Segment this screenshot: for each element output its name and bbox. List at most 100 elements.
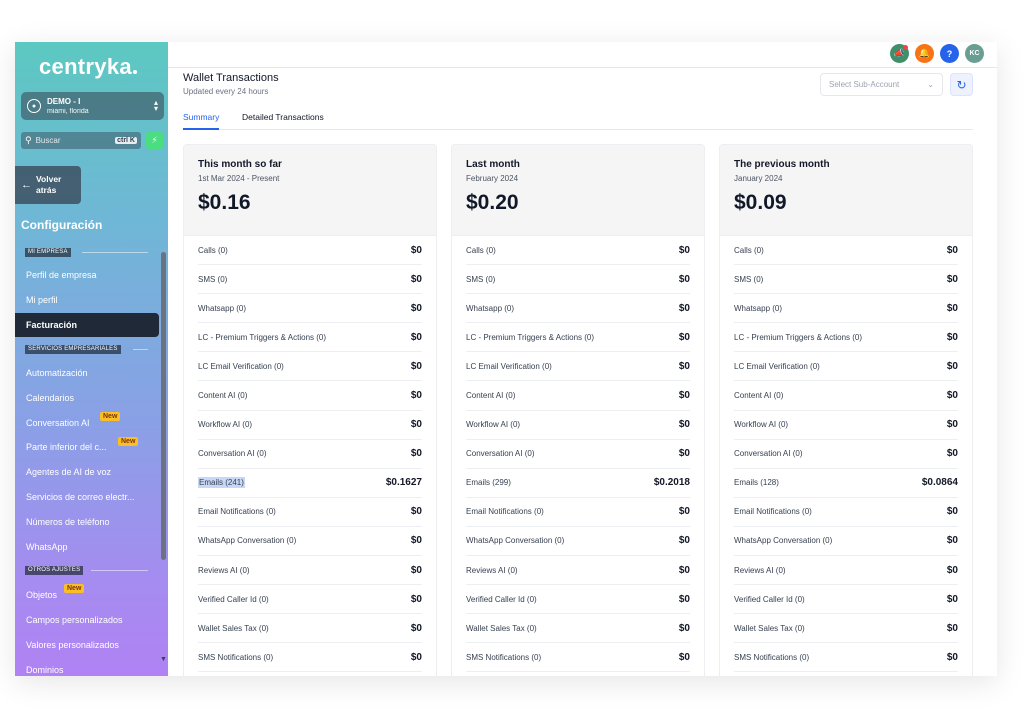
list-item: Calls (0) $0 — [734, 236, 958, 266]
list-item: Wallet Sales Tax (0) $0 — [466, 614, 690, 644]
quick-action-icon[interactable]: ⚡ — [146, 132, 163, 149]
tab-detailed-transactions[interactable]: Detailed Transactions — [242, 112, 324, 122]
sidebar-scrollbar[interactable] — [161, 252, 166, 560]
card-total: $0.16 — [198, 191, 251, 214]
list-item: LC Email Verification (0) $0 — [466, 352, 690, 382]
config-title: Configuración — [21, 218, 103, 232]
sidebar-item-valores[interactable]: Valores personalizados — [26, 640, 119, 650]
chevron-updown-icon: ▴ ▾ — [153, 98, 158, 113]
list-item: Verified Caller Id (0) $0 — [466, 585, 690, 615]
card-date-range: 1st Mar 2024 - Present — [198, 174, 280, 183]
list-item: Verified Caller Id (0) $0 — [198, 585, 422, 615]
sidebar-item-correo[interactable]: Servicios de correo electr... — [26, 492, 135, 502]
bell-icon[interactable]: 🔔 — [915, 44, 934, 63]
new-badge: New — [100, 412, 121, 421]
sidebar-item-telefonos[interactable]: Números de teléfono — [26, 517, 110, 527]
list-item: LC Email Verification (0) $0 — [734, 352, 958, 382]
list-item: Emails (128) $0.0864 — [734, 469, 958, 498]
card-title: This month so far — [198, 159, 282, 170]
sidebar-item-conversation-ai[interactable]: Conversation AI — [26, 418, 90, 428]
list-item: Reviews AI (0) $0 — [466, 556, 690, 586]
list-item: Emails (299) $0.2018 — [466, 469, 690, 498]
sidebar-item-campos[interactable]: Campos personalizados — [26, 615, 123, 625]
sidebar: centryka ● DEMO - I miami, florida ▴ ▾ ⚲ … — [15, 42, 168, 676]
sidebar-item-parte-inferior[interactable]: Parte inferior del c... — [26, 442, 107, 452]
arrow-left-icon: ← — [21, 179, 32, 191]
list-item: Content AI (0) $0 — [734, 381, 958, 411]
list-item: Email Notifications (0) $0 — [734, 498, 958, 527]
new-badge: New — [118, 437, 139, 446]
card-title: The previous month — [734, 159, 830, 170]
page-title: Wallet Transactions — [183, 72, 279, 84]
summary-card-previous-month: The previous month January 2024 $0.09 Ca… — [719, 144, 973, 676]
back-button[interactable]: ← Volver atrás — [15, 166, 81, 204]
subaccount-select[interactable]: Select Sub-Account ⌄ — [820, 73, 943, 96]
refresh-icon: ↻ — [956, 77, 967, 92]
list-item: Conversation AI (0) $0 — [198, 440, 422, 469]
tab-summary[interactable]: Summary — [183, 112, 220, 130]
account-switcher[interactable]: ● DEMO - I miami, florida ▴ ▾ — [21, 92, 164, 120]
megaphone-icon[interactable]: 📣 — [890, 44, 909, 63]
sidebar-item-mi-perfil[interactable]: Mi perfil — [26, 295, 58, 305]
summary-card-this-month: This month so far 1st Mar 2024 - Present… — [183, 144, 437, 676]
list-item: Emails (241) $0.1627 — [198, 469, 422, 498]
list-item: Email Notifications (0) $0 — [466, 498, 690, 527]
section-divider — [82, 252, 148, 253]
list-item: Email Notifications (0) $0 — [198, 498, 422, 527]
chevron-down-icon: ⌄ — [927, 80, 934, 89]
location-icon: ● — [27, 99, 41, 113]
back-button-label: Volver atrás — [36, 174, 62, 195]
section-label-otros: OTROS AJUSTES — [25, 566, 84, 575]
list-item: LC - Premium Triggers & Actions (0) $0 — [466, 323, 690, 353]
notification-dot — [903, 45, 908, 50]
list-item: Content AI (0) $0 — [466, 381, 690, 411]
list-item: Calls (0) $0 — [198, 236, 422, 266]
logo[interactable]: centryka — [39, 54, 137, 80]
selected-text: Emails (241) — [198, 477, 245, 489]
list-item: Reviews AI (0) $0 — [734, 556, 958, 586]
list-item: WhatsApp Conversation (0) $0 — [466, 527, 690, 557]
card-date-range: February 2024 — [466, 174, 519, 183]
list-item: Workflow AI (0) $0 — [198, 411, 422, 440]
list-item: Whatsapp (0) $0 — [734, 294, 958, 324]
sidebar-item-objetos[interactable]: Objetos — [26, 590, 58, 600]
line-items: Calls (0) $0 SMS (0) $0 Whatsapp (0) $0 LC … — [720, 236, 972, 673]
page-subtitle: Updated every 24 hours — [183, 87, 269, 96]
card-title: Last month — [466, 159, 520, 170]
line-items: Calls (0) $0 SMS (0) $0 Whatsapp (0) $0 LC … — [452, 236, 704, 673]
list-item: Reviews AI (0) $0 — [198, 556, 422, 586]
list-item: LC Email Verification (0) $0 — [198, 352, 422, 382]
top-header: 📣 🔔 ? KC — [168, 42, 997, 68]
sidebar-item-calendarios[interactable]: Calendarios — [26, 393, 75, 403]
summary-card-last-month: Last month February 2024 $0.20 Calls (0)… — [451, 144, 705, 676]
card-total: $0.09 — [734, 191, 787, 214]
section-divider — [133, 349, 148, 350]
account-location: miami, florida — [47, 107, 89, 115]
list-item: SMS Notifications (0) $0 — [734, 643, 958, 673]
search-input[interactable] — [35, 136, 116, 145]
sidebar-item-whatsapp[interactable]: WhatsApp — [26, 542, 68, 552]
list-item: Wallet Sales Tax (0) $0 — [734, 614, 958, 644]
sidebar-item-facturacion[interactable]: Facturación — [15, 313, 159, 337]
help-icon[interactable]: ? — [940, 44, 959, 63]
search-box[interactable]: ⚲ ctrl K — [21, 132, 141, 149]
list-item: SMS Notifications (0) $0 — [466, 643, 690, 673]
refresh-button[interactable]: ↻ — [950, 73, 973, 96]
scroll-down-icon[interactable]: ▼ — [160, 656, 167, 663]
list-item: LC - Premium Triggers & Actions (0) $0 — [734, 323, 958, 353]
avatar[interactable]: KC — [965, 44, 984, 63]
line-items: Calls (0) $0 SMS (0) $0 Whatsapp (0) $0 LC … — [184, 236, 436, 673]
tab-bar: Summary Detailed Transactions — [183, 112, 973, 130]
list-item: Workflow AI (0) $0 — [466, 411, 690, 440]
list-item: WhatsApp Conversation (0) $0 — [198, 527, 422, 557]
list-item: Content AI (0) $0 — [198, 381, 422, 411]
sidebar-item-perfil-empresa[interactable]: Perfil de empresa — [26, 270, 97, 280]
sidebar-item-automatizacion[interactable]: Automatización — [26, 368, 88, 378]
list-item: LC - Premium Triggers & Actions (0) $0 — [198, 323, 422, 353]
list-item: Whatsapp (0) $0 — [466, 294, 690, 324]
sidebar-item-dominios[interactable]: Dominios — [26, 665, 64, 675]
list-item: Conversation AI (0) $0 — [734, 440, 958, 469]
sidebar-item-agentes-voz[interactable]: Agentes de AI de voz — [26, 467, 112, 477]
account-name: DEMO - I — [47, 96, 81, 106]
section-label-mi-empresa: MI EMPRESA — [25, 248, 71, 257]
